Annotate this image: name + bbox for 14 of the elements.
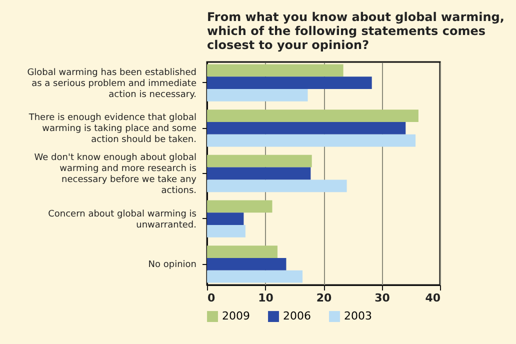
y-tick-label: We don't know enough about global warming and more research is necessary before we take any actions.: [34, 153, 198, 196]
legend-label: 2009: [222, 310, 250, 323]
legend-label: 2003: [344, 310, 372, 323]
x-tick-label: 30: [374, 292, 390, 304]
y-tick-label: No opinion: [148, 260, 196, 270]
chart-title: From what you know about global warming, which of the following statements comes closest to your opinion?: [207, 10, 504, 52]
y-tick-label: Global warming has been established as a serious problem and immediate action is necessary.: [27, 68, 197, 100]
x-tick-label: 10: [258, 292, 274, 304]
x-tick-label: 0: [208, 292, 216, 304]
x-tick-label: 40: [425, 292, 441, 304]
legend-label: 2006: [283, 310, 311, 323]
y-tick-label: There is enough evidence that global warming is taking place and some action should be taken.: [28, 113, 197, 146]
y-tick-label: Concern about global warming is unwarranted.: [48, 209, 197, 230]
x-tick-label: 20: [316, 292, 332, 304]
